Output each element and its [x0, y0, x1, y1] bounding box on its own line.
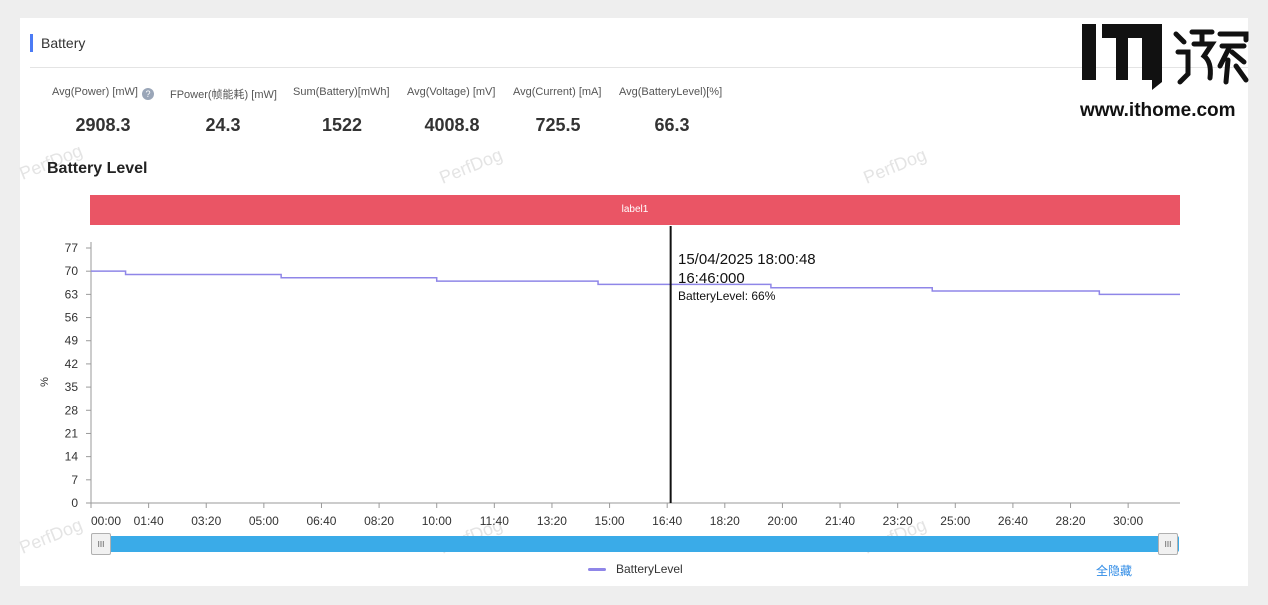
legend-label: BatteryLevel — [616, 562, 683, 576]
y-axis-label: % — [39, 377, 51, 387]
y-tick-label: 63 — [65, 287, 79, 301]
x-tick-label: 25:00 — [940, 514, 970, 528]
section-title: Battery — [41, 35, 86, 51]
x-tick-label: 28:20 — [1056, 514, 1086, 528]
stat-label-avg-battery-level: Avg(BatteryLevel)[%] — [619, 86, 723, 98]
y-tick-label: 28 — [65, 403, 79, 417]
section-accent-bar — [30, 34, 33, 52]
x-tick-label: 26:40 — [998, 514, 1028, 528]
chart-legend[interactable]: BatteryLevel — [588, 562, 683, 576]
tooltip-elapsed: 16:46:000 — [678, 270, 745, 287]
x-tick-label: 18:20 — [710, 514, 740, 528]
y-tick-label: 77 — [65, 241, 79, 255]
stat-value-avg-battery-level: 66.3 — [654, 115, 690, 135]
x-tick-label: 05:00 — [249, 514, 279, 528]
stat-label-avg-power: Avg(Power) [mW] ? — [52, 86, 155, 100]
ithome-site-text: www.ithome.com — [1080, 100, 1236, 121]
y-tick-label: 7 — [71, 473, 78, 487]
y-tick-label: 0 — [71, 496, 78, 510]
x-tick-label: 01:40 — [134, 514, 164, 528]
stat-label-sum-battery: Sum(Battery)[mWh] — [293, 86, 390, 98]
y-tick-label: 14 — [65, 450, 79, 464]
y-tick-label: 35 — [65, 380, 79, 394]
x-tick-label: 16:40 — [652, 514, 682, 528]
y-tick-label: 21 — [65, 426, 79, 440]
slider-left-handle[interactable]: III — [91, 533, 111, 555]
y-tick-label: 70 — [65, 264, 79, 278]
legend-swatch — [588, 567, 606, 571]
stat-value-avg-power: 2908.3 — [75, 115, 131, 135]
help-icon[interactable]: ? — [142, 88, 155, 100]
x-tick-label: 03:20 — [191, 514, 221, 528]
battery-panel — [20, 18, 1248, 586]
x-tick-label: 08:20 — [364, 514, 394, 528]
chart-title: Battery Level — [47, 160, 148, 177]
section-divider — [30, 67, 1248, 68]
stat-value-avg-voltage: 4008.8 — [424, 115, 480, 135]
stat-value-sum-battery: 1522 — [321, 115, 363, 135]
battery-level-series-line — [91, 270, 1180, 296]
y-tick-label: 49 — [65, 334, 79, 348]
x-tick-label: 15:00 — [595, 514, 625, 528]
x-tick-label: 00:00 — [91, 514, 121, 528]
stat-value-fpower: 24.3 — [205, 115, 241, 135]
x-tick-label: 06:40 — [306, 514, 336, 528]
tooltip-value: BatteryLevel: 66% — [678, 289, 776, 303]
hide-all-button[interactable]: 全隐藏 — [1096, 564, 1133, 578]
x-tick-label: 21:40 — [825, 514, 855, 528]
stat-label-fpower: FPower(帧能耗) [mW] — [170, 89, 277, 101]
stat-value-avg-current: 725.5 — [535, 115, 581, 135]
section-header: Battery — [30, 33, 85, 53]
chart-tooltip: 15/04/2025 18:00:48 16:46:000 BatteryLev… — [678, 250, 816, 304]
ithome-logo — [1082, 24, 1249, 90]
x-tick-label: 23:20 — [883, 514, 913, 528]
x-tick-label: 30:00 — [1113, 514, 1143, 528]
stat-label-avg-voltage: Avg(Voltage) [mV] — [407, 86, 496, 98]
x-tick-label: 11:40 — [480, 514, 509, 528]
y-tick-label: 42 — [65, 357, 79, 371]
label-band[interactable]: label1 — [90, 195, 1180, 225]
slider-right-handle[interactable]: III — [1158, 533, 1178, 555]
x-tick-label: 13:20 — [537, 514, 567, 528]
stat-label-avg-current: Avg(Current) [mA] — [513, 86, 602, 98]
y-tick-label: 56 — [65, 311, 79, 325]
time-range-slider[interactable] — [92, 536, 1179, 552]
x-tick-label: 20:00 — [767, 514, 797, 528]
tooltip-datetime: 15/04/2025 18:00:48 — [678, 251, 816, 268]
x-tick-label: 10:00 — [422, 514, 452, 528]
